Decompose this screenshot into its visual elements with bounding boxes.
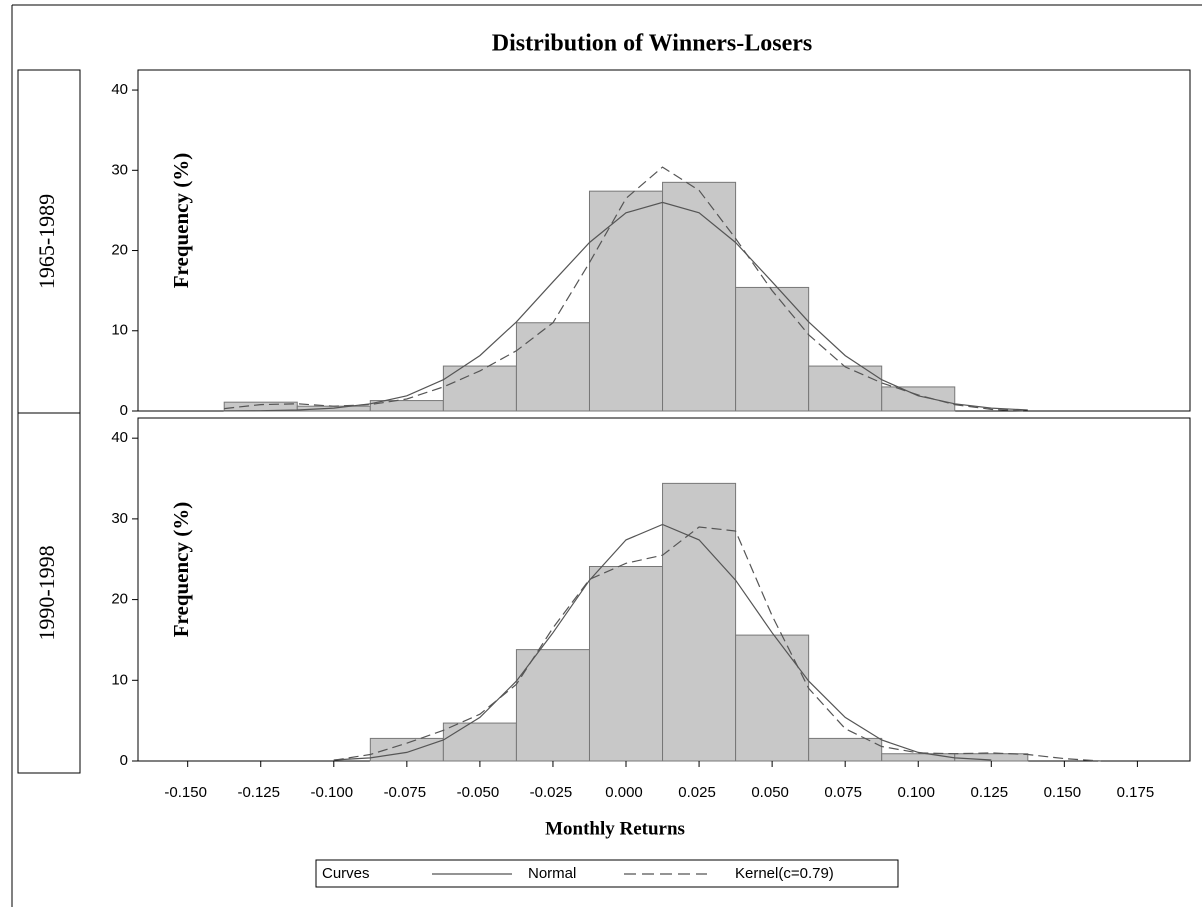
bar (808, 737, 883, 762)
bar (662, 482, 737, 762)
density-curve (333, 526, 1101, 762)
x-tick-label: -0.025 (530, 784, 573, 801)
y-tick-label: 10 (111, 322, 128, 339)
panel-label-box (17, 69, 81, 414)
bar (735, 286, 810, 412)
x-tick-label: 0.100 (897, 784, 935, 801)
legend (315, 859, 899, 888)
y-tick-label: 0 (120, 752, 128, 769)
x-tick-label: 0.025 (678, 784, 716, 801)
y-tick-label: 30 (111, 510, 128, 527)
panel-label: 1990-1998 (34, 545, 59, 640)
y-tick-label: 40 (111, 81, 128, 98)
legend-label: Kernel(c=0.79) (735, 865, 834, 882)
bar (515, 322, 590, 412)
x-tick-label: -0.050 (457, 784, 500, 801)
bar (662, 181, 737, 412)
bar (442, 722, 517, 762)
bar (442, 365, 517, 412)
bar (735, 634, 810, 762)
x-tick-label: 0.125 (971, 784, 1009, 801)
bar (588, 190, 664, 412)
x-tick-label: -0.150 (164, 784, 207, 801)
x-axis-label: Monthly Returns (545, 818, 685, 839)
x-tick-label: 0.175 (1117, 784, 1155, 801)
y-tick-label: 0 (120, 402, 128, 419)
y-axis-label: Frequency (%) (169, 502, 193, 638)
x-tick-label: -0.125 (237, 784, 280, 801)
bar (369, 737, 444, 762)
x-tick-label: -0.100 (311, 784, 354, 801)
bar (881, 753, 956, 762)
y-tick-label: 30 (111, 161, 128, 178)
y-tick-label: 20 (111, 241, 128, 258)
bar (369, 400, 444, 412)
x-tick-label: -0.075 (384, 784, 427, 801)
bar (588, 565, 664, 762)
y-tick-label: 20 (111, 591, 128, 608)
density-curve (333, 523, 992, 761)
chart-title: Distribution of Winners-Losers (492, 31, 812, 57)
legend-label: Normal (528, 865, 576, 882)
x-tick-label: 0.000 (605, 784, 643, 801)
x-tick-label: 0.150 (1044, 784, 1082, 801)
y-tick-label: 40 (111, 429, 128, 446)
y-axis-label: Frequency (%) (169, 153, 193, 289)
density-curve (224, 201, 1028, 412)
bar (515, 649, 590, 762)
x-tick-label: 0.050 (751, 784, 789, 801)
legend-title: Curves (322, 865, 370, 882)
panel-label: 1965-1989 (34, 194, 59, 289)
bar (808, 365, 883, 412)
x-tick-label: 0.075 (824, 784, 862, 801)
bar (881, 386, 956, 412)
panel-label-box (17, 412, 81, 774)
y-tick-label: 10 (111, 671, 128, 688)
